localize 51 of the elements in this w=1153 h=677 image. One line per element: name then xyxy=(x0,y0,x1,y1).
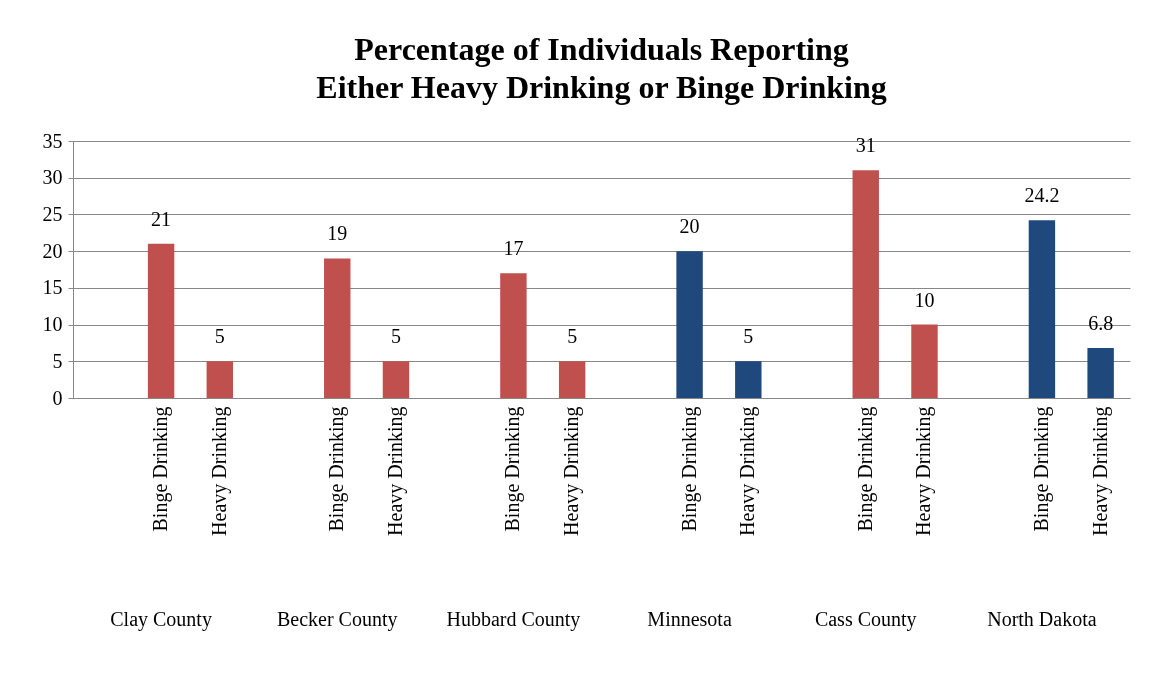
bar xyxy=(558,361,586,398)
text: North Dakota xyxy=(987,608,1097,630)
data-label: 31 xyxy=(855,134,876,157)
text: Hubbard County xyxy=(446,608,581,631)
data-label: 10 xyxy=(914,288,935,311)
bar xyxy=(852,170,879,398)
data-label: 5 xyxy=(743,325,754,348)
data-label: 19 xyxy=(327,222,348,245)
text: Cass County xyxy=(814,608,917,631)
data-label: 5 xyxy=(214,325,225,348)
bar xyxy=(1087,348,1114,398)
x-tick-label: Binge Drinking xyxy=(325,406,349,532)
x-tick-label: Binge Drinking xyxy=(1029,406,1053,532)
text: Becker County xyxy=(276,608,398,631)
x-tick-label: Heavy Drinking xyxy=(912,406,936,536)
x-tick-label: Heavy Drinking xyxy=(560,406,584,536)
bar xyxy=(735,361,762,398)
text: Clay County xyxy=(110,608,212,631)
bar xyxy=(676,251,703,398)
data-label: 5 xyxy=(390,325,401,348)
data-label: 24.2 xyxy=(1024,184,1060,207)
data-label: 17 xyxy=(503,237,524,260)
x-tick-label: Heavy Drinking xyxy=(383,406,407,536)
chart-title: Percentage of Individuals Reporting Either Heavy Drinking or Binge Drinking xyxy=(316,31,887,105)
y-tick-label: 25 xyxy=(42,202,63,225)
data-label: 6.8 xyxy=(1088,312,1114,335)
x-tick-label: Binge Drinking xyxy=(501,406,525,532)
y-tick-label: 5 xyxy=(52,349,63,372)
y-tick-label: 20 xyxy=(42,239,63,262)
text: Minnesota xyxy=(647,608,732,630)
y-tick-label: 15 xyxy=(42,276,63,299)
data-label: 5 xyxy=(567,325,578,348)
y-tick-label: 0 xyxy=(52,386,63,409)
x-tick-label: Heavy Drinking xyxy=(1088,406,1112,536)
y-tick-label: 30 xyxy=(42,166,63,189)
x-tick-label: Binge Drinking xyxy=(853,406,877,532)
data-label: 20 xyxy=(679,215,700,238)
bar xyxy=(324,258,351,398)
bar xyxy=(147,243,175,398)
x-tick-label: Binge Drinking xyxy=(149,406,173,532)
bar xyxy=(382,361,410,398)
x-tick-label: Binge Drinking xyxy=(677,406,701,532)
bar xyxy=(911,324,938,398)
y-tick-label: 10 xyxy=(42,313,63,336)
x-tick-label: Heavy Drinking xyxy=(207,406,231,536)
bar xyxy=(500,273,527,398)
bar xyxy=(206,361,234,398)
y-tick-label: 35 xyxy=(42,129,63,152)
bar xyxy=(1028,220,1056,398)
x-tick-label: Heavy Drinking xyxy=(736,406,760,536)
data-label: 21 xyxy=(151,207,172,230)
